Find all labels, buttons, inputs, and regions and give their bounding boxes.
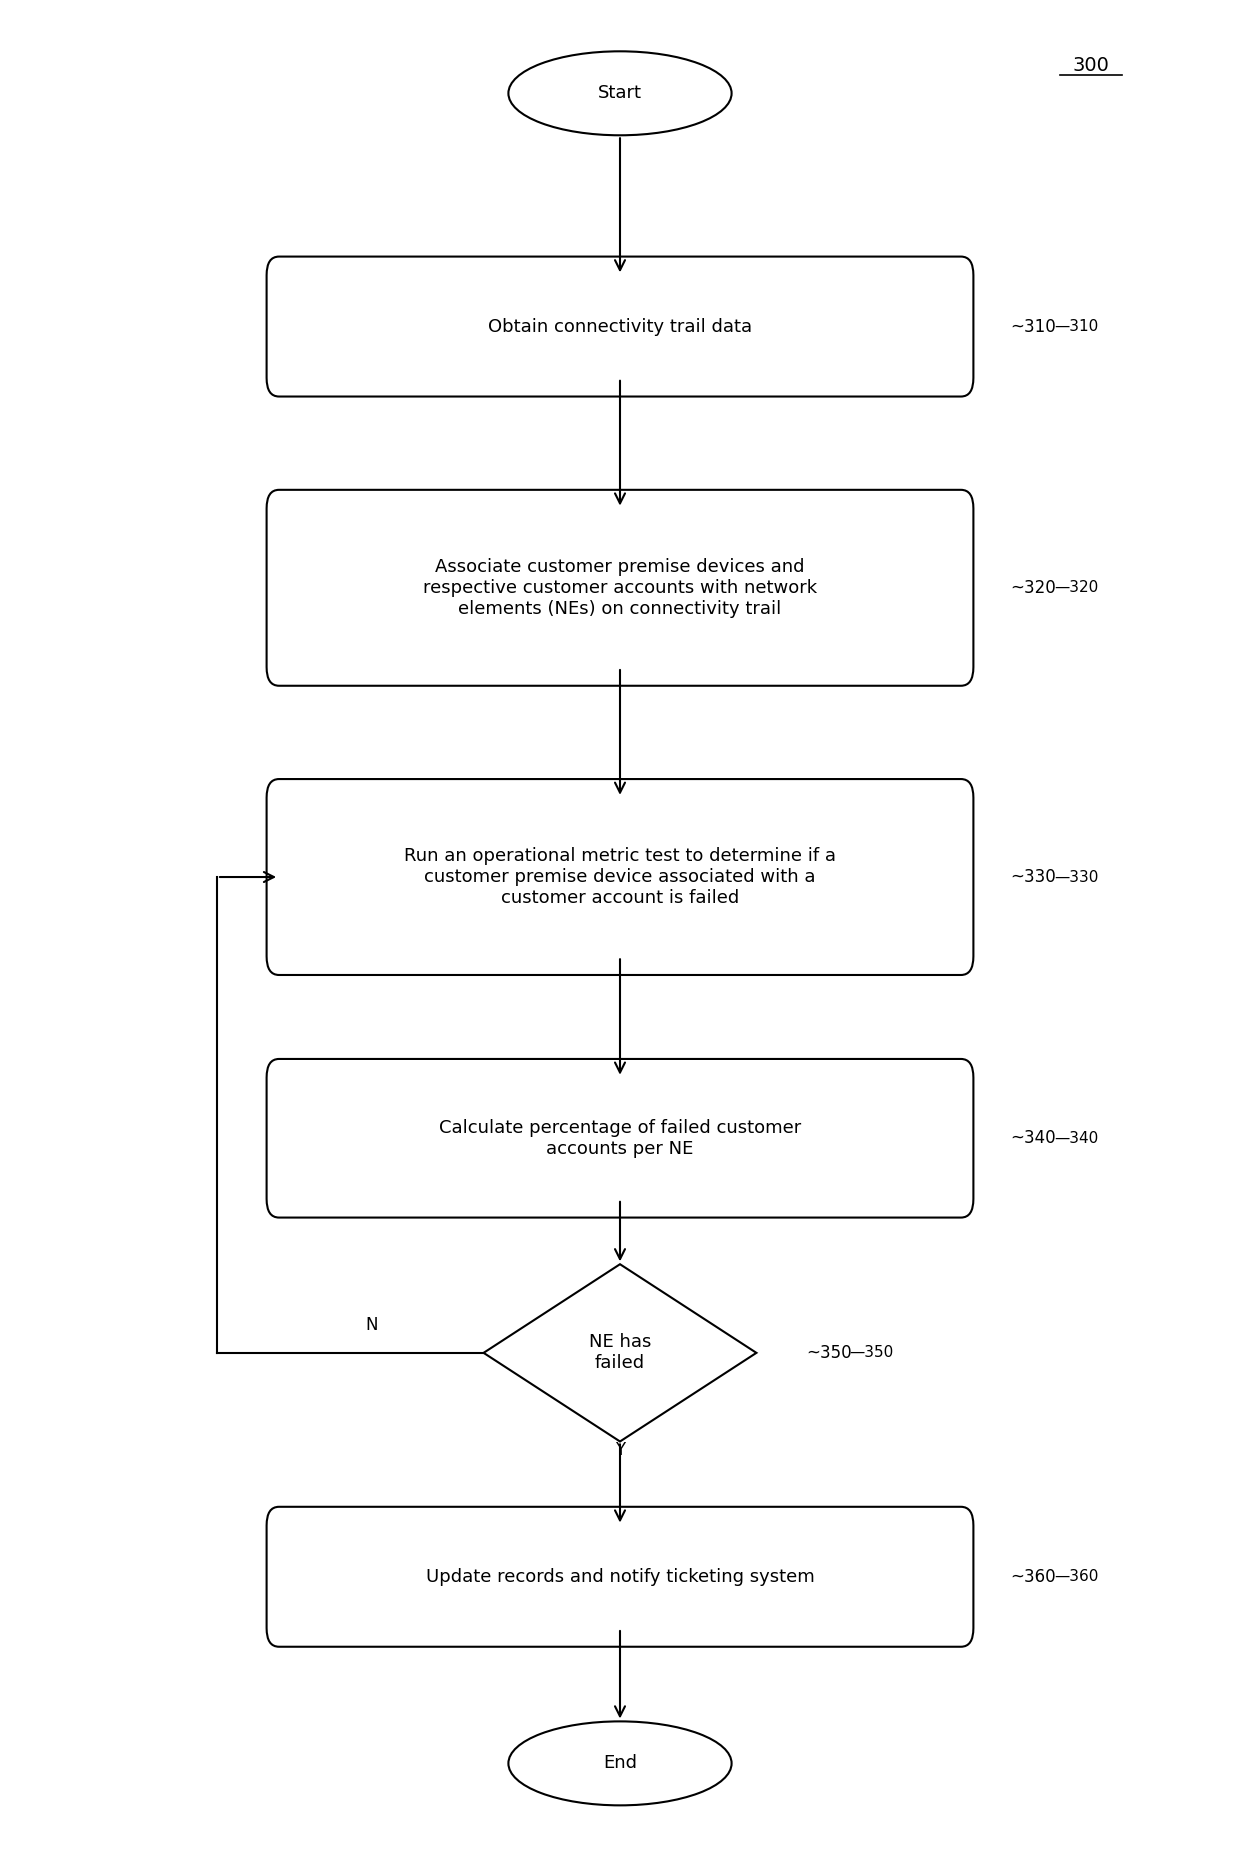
Text: Update records and notify ticketing system: Update records and notify ticketing syst… (425, 1567, 815, 1586)
FancyBboxPatch shape (267, 258, 973, 397)
Text: Associate customer premise devices and
respective customer accounts with network: Associate customer premise devices and r… (423, 558, 817, 618)
Text: ~350: ~350 (806, 1344, 852, 1362)
FancyBboxPatch shape (267, 780, 973, 974)
Polygon shape (484, 1265, 756, 1441)
Text: —360: —360 (1054, 1569, 1099, 1584)
FancyBboxPatch shape (267, 489, 973, 685)
Ellipse shape (508, 1720, 732, 1806)
Text: —320: —320 (1054, 580, 1099, 595)
Text: Start: Start (598, 84, 642, 103)
Text: Calculate percentage of failed customer
accounts per NE: Calculate percentage of failed customer … (439, 1120, 801, 1157)
Text: 300: 300 (1073, 56, 1110, 75)
Ellipse shape (508, 52, 732, 136)
Text: ~320: ~320 (1011, 578, 1056, 597)
Text: NE has
failed: NE has failed (589, 1334, 651, 1372)
Text: ~360: ~360 (1011, 1567, 1056, 1586)
Text: Y: Y (615, 1441, 625, 1459)
Text: N: N (366, 1316, 378, 1334)
Text: ~330: ~330 (1011, 868, 1056, 886)
Text: —350: —350 (849, 1345, 894, 1360)
Text: Obtain connectivity trail data: Obtain connectivity trail data (487, 317, 753, 336)
Text: ~340: ~340 (1011, 1129, 1056, 1148)
Text: —340: —340 (1054, 1131, 1099, 1146)
FancyBboxPatch shape (267, 1508, 973, 1646)
Text: End: End (603, 1754, 637, 1773)
Text: Run an operational metric test to determine if a
customer premise device associa: Run an operational metric test to determ… (404, 847, 836, 907)
FancyBboxPatch shape (267, 1058, 973, 1217)
Text: —330: —330 (1054, 870, 1099, 884)
Text: —310: —310 (1054, 319, 1099, 334)
Text: ~310: ~310 (1011, 317, 1056, 336)
